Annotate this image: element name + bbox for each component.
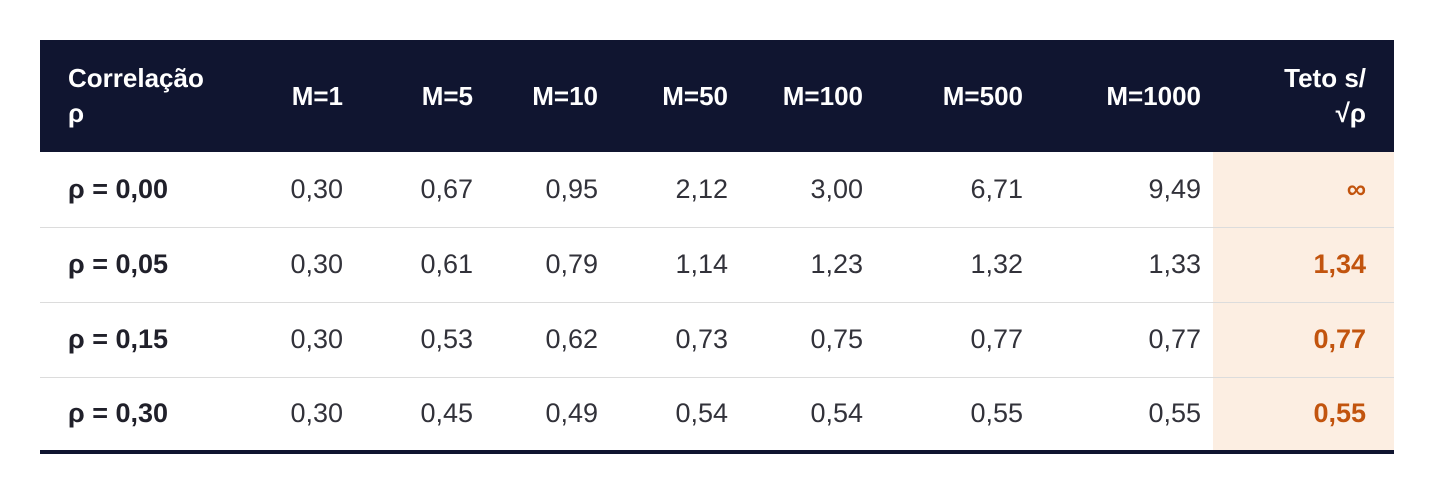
cell-value: 0,75	[740, 301, 875, 377]
table-row: ρ = 0,30 0,30 0,45 0,49 0,54 0,54 0,55 0,55 0,55	[40, 376, 1394, 454]
cell-value: 0,67	[355, 152, 485, 227]
table-row: ρ = 0,05 0,30 0,61 0,79 1,14 1,23 1,32 1,33 1,34	[40, 226, 1394, 302]
row-label: ρ = 0,05	[40, 226, 230, 302]
ceiling-value: ∞	[1213, 152, 1394, 227]
cell-value: 0,45	[355, 376, 485, 454]
row-label: ρ = 0,30	[40, 376, 230, 454]
cell-value: 0,54	[610, 376, 740, 454]
cell-value: 0,55	[875, 376, 1035, 454]
cell-value: 1,14	[610, 226, 740, 302]
correlation-table: Correlação ρ M=1 M=5 M=10 M=50 M=100 M=500 M=10…	[40, 40, 1394, 454]
cell-value: 0,30	[230, 301, 355, 377]
ceiling-value: 1,34	[1213, 226, 1394, 302]
cell-value: 0,95	[485, 152, 610, 227]
column-header-m1: M=1	[230, 40, 355, 152]
cell-value: 9,49	[1035, 152, 1213, 227]
cell-value: 0,79	[485, 226, 610, 302]
row-label: ρ = 0,00	[40, 152, 230, 227]
cell-value: 0,62	[485, 301, 610, 377]
cell-value: 6,71	[875, 152, 1035, 227]
cell-value: 0,30	[230, 376, 355, 454]
column-header-m2: M=5	[355, 40, 485, 152]
table-row: ρ = 0,00 0,30 0,67 0,95 2,12 3,00 6,71 9,49 ∞	[40, 152, 1394, 227]
cell-value: 3,00	[740, 152, 875, 227]
column-header-ceiling: Teto s/ √ρ	[1213, 40, 1394, 152]
cell-value: 2,12	[610, 152, 740, 227]
cell-value: 1,33	[1035, 226, 1213, 302]
column-header-m3: M=10	[485, 40, 610, 152]
cell-value: 0,49	[485, 376, 610, 454]
column-header-m6: M=500	[875, 40, 1035, 152]
ceiling-value: 0,55	[1213, 376, 1394, 454]
cell-value: 1,32	[875, 226, 1035, 302]
table-row: ρ = 0,15 0,30 0,53 0,62 0,73 0,75 0,77 0,77 0,77	[40, 301, 1394, 377]
column-header-correlation: Correlação ρ	[40, 40, 230, 152]
cell-value: 0,30	[230, 226, 355, 302]
cell-value: 0,77	[1035, 301, 1213, 377]
column-header-m4: M=50	[610, 40, 740, 152]
row-label: ρ = 0,15	[40, 301, 230, 377]
table-body: ρ = 0,00 0,30 0,67 0,95 2,12 3,00 6,71 9,49 ∞ ρ =…	[40, 152, 1394, 454]
cell-value: 0,53	[355, 301, 485, 377]
column-header-m5: M=100	[740, 40, 875, 152]
ceiling-value: 0,77	[1213, 301, 1394, 377]
header-row: Correlação ρ M=1 M=5 M=10 M=50 M=100 M=500 M=10…	[40, 40, 1394, 152]
column-header-m7: M=1000	[1035, 40, 1213, 152]
cell-value: 0,73	[610, 301, 740, 377]
table-header: Correlação ρ M=1 M=5 M=10 M=50 M=100 M=500 M=10…	[40, 40, 1394, 152]
cell-value: 0,77	[875, 301, 1035, 377]
cell-value: 0,54	[740, 376, 875, 454]
cell-value: 0,55	[1035, 376, 1213, 454]
correlation-table-container: Correlação ρ M=1 M=5 M=10 M=50 M=100 M=500 M=10…	[40, 40, 1394, 454]
cell-value: 0,30	[230, 152, 355, 227]
cell-value: 0,61	[355, 226, 485, 302]
cell-value: 1,23	[740, 226, 875, 302]
